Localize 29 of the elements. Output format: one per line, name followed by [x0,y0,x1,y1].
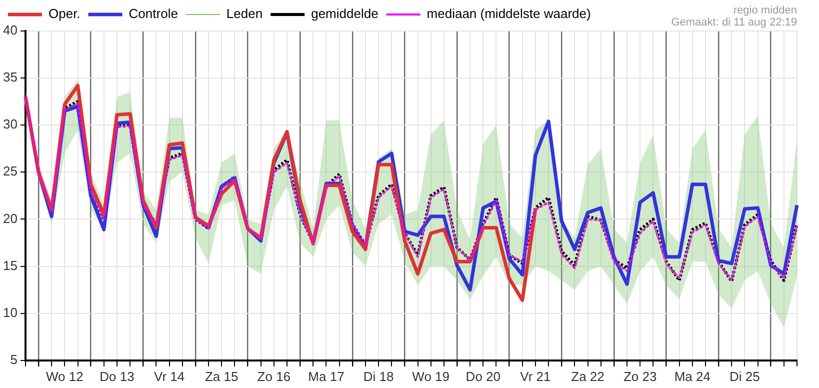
x-tick-label: Zo 16 [257,368,291,384]
y-tick-label: 30 [2,116,18,132]
x-tick-label: Za 15 [204,368,238,384]
legend-label: Controle [128,6,178,22]
y-tick-label: 20 [2,210,18,226]
legend-label: gemiddelde [311,6,378,22]
text: regio midden [733,4,797,17]
x-tick-label: Di 18 [363,368,394,384]
y-tick-label: 40 [2,22,18,38]
x-tick-label: Do 13 [100,368,134,384]
x-tick-label: Do 20 [466,368,501,384]
text: Gemaakt: di 11 aug 22:19 [671,16,797,29]
x-tick-label: Di 25 [730,368,760,384]
legend-label: mediaan (middelste waarde) [426,6,591,22]
x-tick-label: Vr 21 [520,368,551,384]
y-tick-label: 25 [2,164,18,179]
x-tick-label: Zo 23 [623,368,657,384]
y-tick-label: 5 [10,352,18,367]
y-tick-label: 10 [2,304,18,320]
x-tick-label: Wo 12 [46,368,84,384]
y-tick-label: 35 [2,70,18,85]
legend-label: Oper. [48,6,80,22]
legend-label: Leden [226,6,263,22]
x-tick-label: Vr 14 [154,368,185,384]
x-tick-label: Ma 17 [308,368,344,384]
y-tick-label: 15 [2,258,18,273]
x-tick-label: Ma 24 [674,368,710,384]
x-tick-label: Wo 19 [412,368,450,384]
x-tick-label: Za 22 [571,368,604,384]
